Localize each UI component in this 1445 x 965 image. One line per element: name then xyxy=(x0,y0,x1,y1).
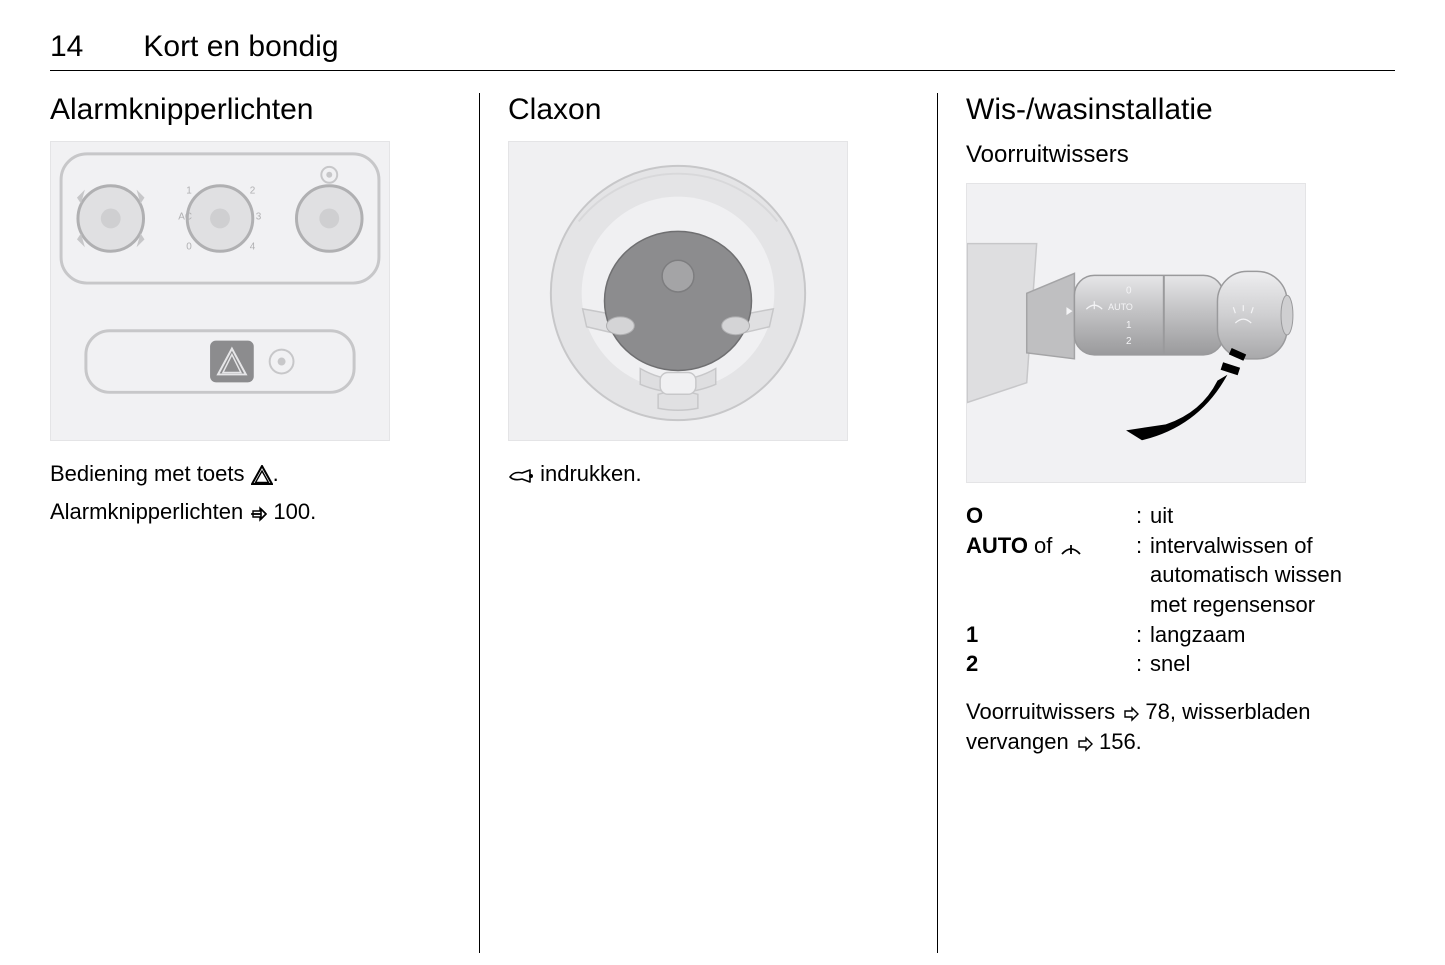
svg-text:1: 1 xyxy=(1126,320,1132,331)
heading-hazard-lights: Alarmknipperlichten xyxy=(50,93,451,127)
illustration-wiper-stalk: 0 AUTO 1 2 xyxy=(966,183,1306,483)
column-horn: Claxon xyxy=(479,93,937,953)
text-press-horn: indrukken. xyxy=(508,459,909,489)
text-fragment: Bediening met toets xyxy=(50,461,251,486)
setting-key-off: O xyxy=(966,501,1136,531)
horn-icon xyxy=(508,467,534,485)
text-fragment: 100. xyxy=(267,499,316,524)
svg-text:3: 3 xyxy=(256,211,262,222)
svg-text:AUTO: AUTO xyxy=(1108,302,1133,312)
svg-text:4: 4 xyxy=(250,241,256,252)
column-hazard-lights: Alarmknipperlichten xyxy=(50,93,479,953)
table-row: 2 : snel xyxy=(966,649,1367,679)
colon: : xyxy=(1136,501,1150,531)
colon: : xyxy=(1136,531,1150,620)
page-title: Kort en bondig xyxy=(143,30,338,64)
wiper-auto-icon xyxy=(1059,541,1083,557)
text-fragment: Alarmknipperlichten xyxy=(50,499,249,524)
svg-text:2: 2 xyxy=(1126,336,1132,347)
reference-arrow-icon xyxy=(249,505,267,523)
text-fragment: of xyxy=(1028,533,1059,558)
text-wiper-references: Voorruitwissers 78, wisserbladen vervang… xyxy=(966,697,1367,756)
text-fragment: 156. xyxy=(1093,729,1142,754)
text-fragment: AUTO xyxy=(966,533,1028,558)
table-row: AUTO of : intervalwissen of automatisch … xyxy=(966,531,1367,620)
subheading-windscreen-wipers: Voorruitwissers xyxy=(966,141,1367,169)
text-fragment: Voorruitwissers xyxy=(966,699,1121,724)
column-wiper-washer: Wis-/wasinstallatie Voorruitwissers xyxy=(937,93,1395,953)
svg-text:1: 1 xyxy=(186,186,192,197)
table-row: 1 : langzaam xyxy=(966,620,1367,650)
reference-arrow-icon xyxy=(1075,735,1093,753)
setting-key-auto: AUTO of xyxy=(966,531,1136,620)
svg-text:0: 0 xyxy=(186,241,192,252)
text-fragment: . xyxy=(273,461,279,486)
colon: : xyxy=(1136,649,1150,679)
table-row: O : uit xyxy=(966,501,1367,531)
setting-value-fast: snel xyxy=(1150,649,1367,679)
svg-text:AC: AC xyxy=(178,211,192,222)
text-operate-with-button: Bediening met toets . xyxy=(50,459,451,489)
wiper-settings-table: O : uit AUTO of : intervalwissen of auto… xyxy=(966,501,1367,679)
reference-arrow-icon xyxy=(1121,705,1139,723)
svg-text:0: 0 xyxy=(1126,285,1132,296)
setting-key-fast: 2 xyxy=(966,649,1136,679)
svg-text:2: 2 xyxy=(250,186,256,197)
illustration-steering-wheel xyxy=(508,141,848,441)
heading-horn: Claxon xyxy=(508,93,909,127)
page-number: 14 xyxy=(50,30,83,64)
setting-key-slow: 1 xyxy=(966,620,1136,650)
setting-value-auto: intervalwissen of automatisch wissen met… xyxy=(1150,531,1367,620)
illustration-dashboard: 1 2 AC 3 0 4 xyxy=(50,141,390,441)
text-fragment: indrukken. xyxy=(534,461,642,486)
colon: : xyxy=(1136,620,1150,650)
text-hazard-reference: Alarmknipperlichten 100. xyxy=(50,497,451,527)
heading-wiper-washer: Wis-/wasinstallatie xyxy=(966,93,1367,127)
hazard-triangle-icon xyxy=(251,465,273,485)
setting-value-slow: langzaam xyxy=(1150,620,1367,650)
setting-value-off: uit xyxy=(1150,501,1367,531)
